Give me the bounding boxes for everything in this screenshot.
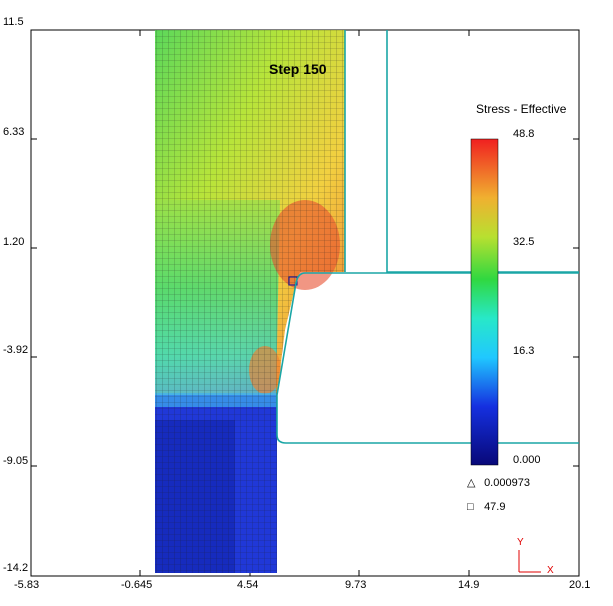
x-tick-label: 20.1 — [569, 579, 591, 591]
x-tick-label: 9.73 — [345, 579, 367, 591]
max-value: 47.9 — [484, 501, 506, 513]
colorbar-label: 32.5 — [513, 236, 535, 248]
max-value-row: □ 47.9 — [467, 501, 505, 513]
min-value: 0.000973 — [484, 477, 530, 489]
colorbar-label: 16.3 — [513, 345, 535, 357]
y-tick-label: 11.5 — [3, 16, 24, 28]
y-tick-label: -3.92 — [3, 344, 29, 356]
y-tick-label: -9.05 — [3, 455, 29, 467]
workpiece-mesh — [155, 30, 345, 573]
x-tick-label: -0.645 — [121, 579, 153, 591]
color-bar — [470, 138, 499, 466]
colorbar-label-min: 0.000 — [513, 454, 541, 466]
triad-x-label: X — [547, 565, 554, 576]
x-tick-label: 4.54 — [237, 579, 259, 591]
triad-y-label: Y — [517, 537, 524, 548]
x-tick-label: 14.9 — [458, 579, 480, 591]
y-tick-label: -14.2 — [3, 562, 29, 574]
legend-title: Stress - Effective — [476, 102, 567, 116]
colorbar-label-max: 48.8 — [513, 128, 535, 140]
triangle-icon: △ — [467, 477, 476, 489]
y-tick-label: 6.33 — [3, 126, 25, 138]
x-tick-label: -5.83 — [14, 579, 40, 591]
min-value-row: △ 0.000973 — [467, 476, 530, 489]
step-label: Step 150 — [269, 61, 327, 77]
square-icon: □ — [467, 501, 474, 513]
die-outline — [276, 30, 579, 444]
y-tick-label: 1.20 — [3, 236, 25, 248]
axis-triad — [518, 550, 541, 573]
